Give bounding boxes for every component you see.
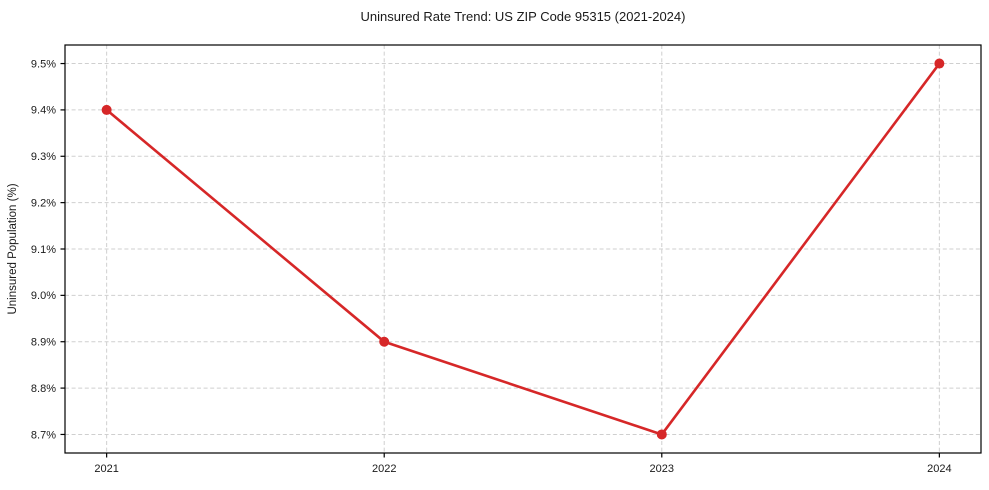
y-tick-label: 8.8%: [31, 383, 56, 395]
y-tick-label: 9.4%: [31, 105, 56, 117]
y-tick-label: 8.9%: [31, 337, 56, 349]
data-point-marker: [101, 104, 112, 115]
y-tick-label: 9.1%: [31, 244, 56, 256]
data-point-marker: [934, 58, 945, 69]
x-tick-label: 2024: [927, 463, 951, 475]
trend-line: [105, 62, 941, 436]
y-tick-label: 8.7%: [31, 429, 56, 441]
x-tick-label: 2023: [650, 463, 674, 475]
y-tick-label: 9.3%: [31, 151, 56, 163]
data-point-marker: [656, 429, 667, 440]
chart-title: Uninsured Rate Trend: US ZIP Code 95315 …: [360, 9, 686, 24]
y-tick-label: 9.0%: [31, 290, 56, 302]
x-tick-label: 2022: [372, 463, 396, 475]
data-point-marker: [379, 336, 390, 347]
x-tick-label: 2021: [94, 463, 118, 475]
y-tick-label: 9.2%: [31, 197, 56, 209]
y-tick-label: 9.5%: [31, 58, 56, 70]
